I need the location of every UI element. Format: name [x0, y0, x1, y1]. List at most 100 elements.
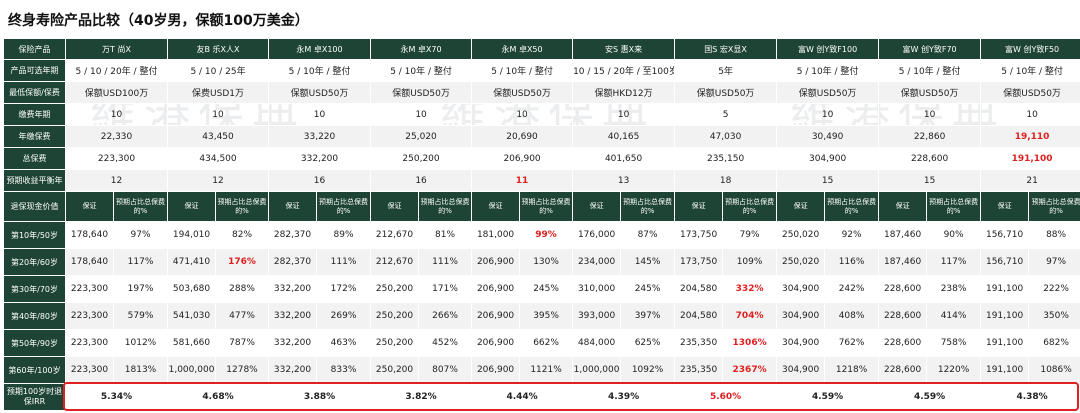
table-cell: 434,500	[167, 147, 270, 170]
guaranteed-value: 191,100	[980, 302, 1030, 330]
guaranteed-value: 282,370	[268, 248, 318, 276]
product-header: 富W 创Y致F70	[878, 38, 982, 60]
ratio-value: 395%	[519, 302, 574, 330]
product-header: 富W 创Y致F50	[980, 38, 1080, 60]
guaranteed-value: 191,100	[980, 275, 1030, 303]
ratio-header: 预期占比总保费的%	[824, 191, 880, 222]
ratio-header: 预期占比总保费的%	[215, 191, 270, 222]
table-cell: 25,020	[370, 125, 473, 148]
irr-value: 4.38%	[980, 383, 1080, 411]
ratio-value: 332%	[722, 275, 778, 303]
table-cell: 19,110	[980, 125, 1080, 148]
table-cell: 12	[64, 169, 169, 192]
ratio-value: 117%	[926, 248, 982, 276]
guaranteed-value: 206,900	[471, 356, 521, 384]
guaranteed-value: 206,900	[471, 275, 521, 303]
row-label: 产品可选年期	[3, 59, 66, 82]
row-label: 最低保额/保费	[3, 81, 66, 104]
ratio-header: 预期占比总保费的%	[722, 191, 778, 222]
guaranteed-header: 保证	[980, 191, 1030, 222]
table-cell: 5 / 10 / 25年	[167, 59, 270, 82]
guaranteed-value: 173,750	[674, 221, 724, 249]
ratio-header: 预期占比总保费的%	[1028, 191, 1080, 222]
ratio-value: 414%	[926, 302, 982, 330]
total-premium-row: 总保费 223,300 434,500 332,200 250,200 206,900 40…	[3, 147, 1080, 170]
guaranteed-value: 332,200	[268, 329, 318, 357]
guaranteed-value: 250,200	[370, 275, 420, 303]
table-cell: 16	[268, 169, 372, 192]
ratio-value: 1218%	[824, 356, 880, 384]
guaranteed-value: 304,900	[776, 275, 826, 303]
guaranteed-value: 223,300	[65, 356, 114, 384]
ratio-value: 90%	[926, 221, 982, 249]
ratio-value: 1086%	[1028, 356, 1080, 384]
table-cell: 12	[167, 169, 270, 192]
guaranteed-header: 保证	[878, 191, 928, 222]
cash-value-row: 第40年/80岁 223,300 579% 541,030 477% 332,200 269…	[3, 302, 1080, 330]
table-cell: 5 / 10年 / 整付	[980, 59, 1080, 82]
table-cell: 保额USD50万	[370, 81, 473, 104]
table-cell: 5 / 10年 / 整付	[370, 59, 473, 82]
row-label: 年缴保费	[3, 125, 66, 148]
table-cell: 13	[572, 169, 676, 192]
cash-value-row: 第10年/50岁 178,640 97% 194,010 82% 282,370 89% 21…	[3, 221, 1080, 249]
ratio-header: 预期占比总保费的%	[316, 191, 372, 222]
ratio-value: 787%	[215, 329, 270, 357]
ratio-value: 117%	[112, 248, 169, 276]
ratio-value: 463%	[316, 329, 372, 357]
table-cell: 15	[776, 169, 880, 192]
ratio-value: 197%	[112, 275, 169, 303]
product-header: 永M 卓X50	[471, 38, 574, 60]
ratio-value: 1306%	[722, 329, 778, 357]
guaranteed-value: 235,350	[674, 329, 724, 357]
cash-value-row: 第30年/70岁 223,300 197% 503,680 288% 332,200 172…	[3, 275, 1080, 303]
ratio-value: 171%	[418, 275, 473, 303]
row-label: 第40年/80岁	[3, 302, 66, 330]
guaranteed-value: 310,000	[572, 275, 622, 303]
guaranteed-value: 181,000	[471, 221, 521, 249]
ratio-value: 99%	[519, 221, 574, 249]
guaranteed-value: 581,660	[167, 329, 217, 357]
cash-value-subheader: 退保现金价值 保证 预期占比总保费的% 保证 预期占比总保费的% 保证 预期占比总保费的% 保…	[3, 191, 1080, 222]
min-amount-row: 最低保额/保费 保额USD100万 保费USD1万 保额USD50万 保额USD50万保…	[3, 81, 1080, 104]
table-cell: 保额USD50万	[268, 81, 372, 104]
table-cell: 10	[776, 103, 880, 126]
table-cell: 191,100	[980, 147, 1080, 170]
ratio-value: 81%	[418, 221, 473, 249]
table-cell: 401,650	[572, 147, 676, 170]
ratio-value: 145%	[620, 248, 676, 276]
table-cell: 30,490	[776, 125, 880, 148]
row-label: 预期收益平衡年	[3, 169, 66, 192]
guaranteed-value: 393,000	[572, 302, 622, 330]
guaranteed-header: 保证	[268, 191, 318, 222]
guaranteed-value: 212,670	[370, 221, 420, 249]
product-header: 国S 宏X显X	[674, 38, 778, 60]
product-header: 永M 卓X100	[268, 38, 372, 60]
guaranteed-value: 173,750	[674, 248, 724, 276]
guaranteed-value: 471,410	[167, 248, 217, 276]
ratio-value: 88%	[1028, 221, 1080, 249]
irr-value: 5.34%	[64, 383, 169, 411]
irr-value: 4.59%	[776, 383, 880, 411]
ratio-value: 89%	[316, 221, 372, 249]
ratio-value: 625%	[620, 329, 676, 357]
row-label: 第50年/90岁	[3, 329, 66, 357]
guaranteed-value: 250,200	[370, 329, 420, 357]
ratio-value: 111%	[418, 248, 473, 276]
ratio-value: 266%	[418, 302, 473, 330]
table-cell: 5 / 10年 / 整付	[268, 59, 372, 82]
ratio-value: 116%	[824, 248, 880, 276]
guaranteed-value: 206,900	[471, 302, 521, 330]
irr-value: 4.39%	[572, 383, 676, 411]
guaranteed-value: 206,900	[471, 248, 521, 276]
ratio-header: 预期占比总保费的%	[519, 191, 574, 222]
product-header: 万T 尚X	[64, 38, 169, 60]
ratio-value: 245%	[519, 275, 574, 303]
irr-value: 4.44%	[471, 383, 574, 411]
guaranteed-value: 250,020	[776, 221, 826, 249]
cash-value-label: 退保现金价值	[3, 191, 66, 222]
product-header: 友B 乐X人X	[167, 38, 270, 60]
guaranteed-value: 1,000,000	[572, 356, 622, 384]
table-cell: 5年	[674, 59, 778, 82]
ratio-value: 408%	[824, 302, 880, 330]
